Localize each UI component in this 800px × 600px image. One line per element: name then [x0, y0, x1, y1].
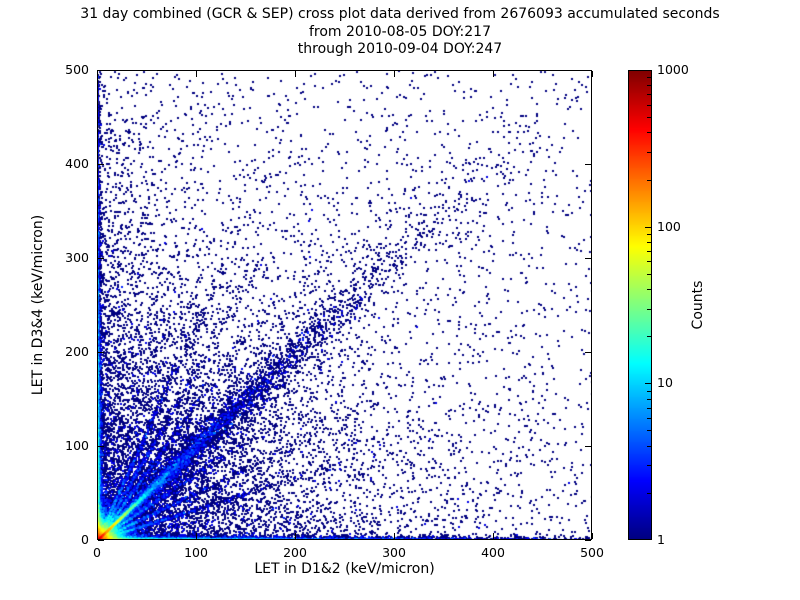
colorbar-tick	[645, 383, 651, 385]
x-tick-top	[295, 71, 296, 77]
x-tick-top	[97, 71, 98, 77]
colorbar-minor-tick	[647, 117, 651, 119]
x-tick-label: 500	[580, 545, 604, 560]
colorbar	[628, 70, 652, 540]
colorbar-minor-tick	[647, 430, 651, 432]
colorbar-tick-label: 10	[657, 375, 673, 391]
colorbar-label: Counts	[690, 280, 706, 330]
y-tick-right	[585, 352, 591, 353]
y-tick-right	[585, 164, 591, 165]
colorbar-minor-tick	[647, 261, 651, 263]
colorbar-minor-tick	[647, 418, 651, 420]
colorbar-tick-label: 1000	[657, 62, 689, 77]
y-tick-right	[585, 446, 591, 447]
y-tick-label: 300	[65, 250, 89, 265]
y-tick-label: 0	[81, 532, 89, 547]
x-tick-top	[493, 71, 494, 77]
y-tick	[98, 164, 104, 165]
y-tick-label: 100	[65, 438, 89, 453]
colorbar-tick	[645, 70, 651, 71]
colorbar-minor-tick	[647, 465, 651, 467]
colorbar-minor-tick	[647, 132, 651, 134]
y-tick	[98, 70, 104, 71]
colorbar-minor-tick	[647, 104, 651, 106]
colorbar-tick	[645, 539, 651, 540]
y-tick-right	[585, 70, 591, 71]
colorbar-minor-tick	[647, 250, 651, 252]
colorbar-minor-tick	[647, 336, 651, 338]
x-tick-top	[592, 71, 593, 77]
colorbar-minor-tick	[647, 77, 651, 79]
y-tick-right	[585, 258, 591, 259]
colorbar-minor-tick	[647, 85, 651, 87]
x-tick-label: 400	[481, 545, 505, 560]
colorbar-minor-tick	[647, 241, 651, 243]
colorbar-minor-tick	[647, 398, 651, 400]
colorbar-tick	[645, 226, 651, 228]
x-tick-label: 200	[283, 545, 307, 560]
colorbar-tick-label: 1	[657, 532, 665, 547]
colorbar-minor-tick	[647, 94, 651, 96]
y-axis-label: LET in D3&4 (keV/micron)	[30, 214, 46, 396]
y-tick	[98, 258, 104, 259]
colorbar-minor-tick	[647, 492, 651, 494]
x-tick-top	[394, 71, 395, 77]
x-tick-label: 0	[93, 545, 101, 560]
y-tick	[98, 446, 104, 447]
x-tick	[295, 533, 296, 539]
scatter-plot-canvas	[97, 70, 592, 540]
colorbar-minor-tick	[647, 390, 651, 392]
chart-subtitle-from: from 2010-08-05 DOY:217	[308, 24, 491, 40]
y-tick-right	[585, 540, 591, 541]
y-tick-label: 400	[65, 156, 89, 171]
x-tick-label: 300	[382, 545, 406, 560]
y-tick-label: 500	[65, 62, 89, 77]
colorbar-minor-tick	[647, 445, 651, 447]
colorbar-minor-tick	[647, 273, 651, 275]
y-tick-label: 200	[65, 344, 89, 359]
colorbar-minor-tick	[647, 151, 651, 153]
colorbar-tick-label: 100	[657, 218, 681, 234]
colorbar-minor-tick	[647, 308, 651, 310]
chart-title: 31 day combined (GCR & SEP) cross plot d…	[80, 6, 720, 22]
colorbar-minor-tick	[647, 407, 651, 409]
x-tick	[394, 533, 395, 539]
y-tick	[98, 352, 104, 353]
y-tick	[98, 540, 104, 541]
x-tick	[592, 533, 593, 539]
x-tick-label: 100	[184, 545, 208, 560]
colorbar-minor-tick	[647, 233, 651, 235]
x-tick-top	[196, 71, 197, 77]
chart-subtitle-through: through 2010-09-04 DOY:247	[297, 41, 503, 57]
x-tick	[97, 533, 98, 539]
colorbar-minor-tick	[647, 289, 651, 290]
colorbar-minor-tick	[647, 179, 651, 181]
x-tick	[493, 533, 494, 539]
x-tick	[196, 533, 197, 539]
x-axis-label: LET in D1&2 (keV/micron)	[254, 561, 435, 577]
